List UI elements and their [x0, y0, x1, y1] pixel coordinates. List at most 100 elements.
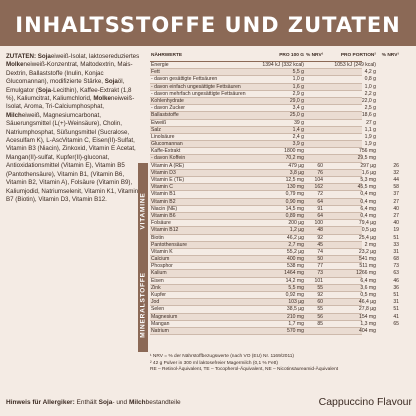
table-cell	[378, 328, 400, 334]
table-cell: 74	[317, 248, 323, 255]
table-cell	[306, 76, 324, 82]
table-row: Phosphor 538 mg 77 511 mg 73	[150, 263, 399, 271]
table-cell: 27 g	[366, 119, 376, 126]
table-cell: 14,5 mg	[285, 205, 304, 212]
table-cell: 1,9 g	[364, 133, 376, 140]
table-cell	[378, 120, 400, 126]
table-cell: 41	[393, 313, 399, 320]
table-cell: Selen	[151, 306, 165, 313]
table-cell: 0,5 mg	[360, 292, 376, 298]
table-cell	[306, 69, 324, 75]
table-cell	[306, 120, 324, 126]
footnotes: ¹ NRV = % der Nährstoffbezugswerte (nach…	[150, 354, 412, 374]
table-cell	[378, 84, 400, 90]
table-cell: Fett	[151, 69, 160, 76]
table-cell: Niacin (NE)	[151, 205, 178, 212]
table-cell: 60	[317, 162, 323, 169]
table-row: - davon gesättigte Fettsäuren 1,0 g 0,8 g	[150, 76, 376, 84]
table-row: Eiweiß 39 g 27 g	[150, 119, 376, 127]
table-cell: - davon Koffein	[151, 155, 186, 162]
table-cell: 19	[393, 227, 399, 234]
table-cell	[306, 105, 324, 111]
table-cell: 51	[393, 306, 399, 313]
table-row: Vitamin B12 1,2 µg 48 0,5 µg 19	[150, 227, 399, 235]
table-cell: NÄHRWERTE	[151, 53, 183, 58]
table-cell: 70,2 mg	[285, 155, 304, 162]
table-cell: 200 µg	[288, 220, 304, 227]
table-cell: 48	[317, 227, 323, 234]
table-cell: Glucomannan	[151, 141, 183, 148]
ingredient-text: neiweiß-Isolat, Aroma, Tri-Calciumphosph…	[6, 95, 135, 111]
table-cell: 85	[317, 320, 323, 327]
allergen-soja: Soja	[98, 399, 113, 406]
nutrition-table: NÄHRWERTE PRO 100 G% NRV¹ PRO PORTION²% NR…	[150, 50, 399, 336]
table-cell: 73	[317, 270, 323, 277]
table-row: Linolsäure 2,4 g 1,9 g	[150, 133, 376, 142]
table-cell: 0,4 mg	[360, 198, 376, 205]
table-cell: 210 mg	[287, 313, 304, 320]
table-cell: 5,3 mg	[360, 177, 376, 183]
minerals-label: MINERALSTOFFE	[139, 272, 147, 338]
table-row: Calcium 400 mg 50 541 mg 68	[150, 256, 399, 264]
table-cell: 29,5 mg	[357, 155, 376, 162]
table-cell: % NRV¹	[306, 53, 324, 58]
minerals-side-label: MINERALSTOFFE	[138, 258, 148, 352]
table-cell: 0,92 mg	[285, 292, 304, 298]
table-cell: 14,2 mg	[285, 277, 304, 284]
table-cell: Kupfer	[151, 292, 167, 298]
table-cell: 104	[314, 177, 324, 183]
table-row: Vitamin K 55,2 µg 74 23,2 µg 31	[150, 248, 399, 257]
table-cell: 1,2 µg	[289, 227, 304, 234]
ingredient-highlight: Milch	[6, 111, 22, 119]
footnote-2: ² 42 g Pulver in 300 ml laktosefreier Ma…	[150, 360, 278, 366]
table-cell: 479 µg	[288, 162, 304, 169]
table-row: Vitamin C 130 mg 162 45,5 mg 58	[150, 184, 399, 192]
table-cell	[378, 148, 400, 154]
table-cell: 46,2 µg	[286, 234, 304, 241]
table-cell: 58	[393, 184, 399, 191]
table-cell: 12,5 mg	[285, 177, 304, 183]
table-cell	[306, 155, 324, 161]
table-cell: Vitamin K	[151, 248, 173, 255]
table-cell: 39 g	[294, 119, 304, 126]
table-cell: PRO 100 G	[279, 53, 304, 58]
table-cell: Biotin	[151, 234, 164, 241]
ingredients-text: ZUTATEN: Sojaeiweiß-Isolat, laktosereduz…	[6, 53, 141, 361]
table-cell	[306, 328, 324, 334]
ingredient-highlight: Soja	[104, 78, 118, 86]
table-cell: Vitamin C	[151, 184, 173, 191]
table-cell: 0,4 mg	[360, 212, 376, 219]
table-cell: 77	[317, 263, 323, 270]
table-cell: 64	[317, 212, 323, 219]
table-cell: Mangan	[151, 320, 170, 327]
table-cell: 2 mg	[364, 241, 376, 248]
table-row: - davon Zucker 3,4 g 2,5 g	[150, 105, 376, 113]
table-cell: 1,0 g	[292, 76, 304, 83]
table-cell: 56	[317, 313, 323, 320]
table-cell: 1,3 mg	[360, 320, 376, 327]
table-cell: 37	[393, 191, 399, 198]
table-cell	[378, 98, 400, 104]
table-cell: Linolsäure	[151, 133, 175, 140]
table-cell	[378, 141, 400, 147]
table-cell: 36	[393, 284, 399, 291]
table-cell: 3,4 g	[292, 105, 304, 112]
table-cell: 79,4 µg	[358, 220, 376, 227]
table-cell: 2,2 g	[364, 90, 376, 97]
table-row: Kohlenhydrate 29,0 g 22,0 g	[150, 97, 376, 106]
table-cell: Vitamin D3	[151, 169, 176, 176]
table-cell: 130 mg	[287, 184, 304, 191]
table-cell	[306, 84, 324, 90]
table-row: Pantothensäure 2,7 mg 45 2 mg 33	[150, 241, 399, 249]
table-cell: 2,7 mg	[288, 241, 304, 248]
table-cell: Zink	[151, 284, 161, 291]
table-cell: 1,4 g	[292, 126, 304, 133]
table-cell: 65	[393, 320, 399, 327]
table-cell: 46,4 µg	[358, 299, 376, 306]
table-cell: 1,9 g	[364, 141, 376, 148]
table-row: Vitamin D3 3,8 µg 76 1,6 µg 32	[150, 169, 399, 177]
ingredient-text: eiweiß, Magnesiumcarbonat, Säuerungsmitt…	[6, 111, 139, 203]
table-cell	[306, 98, 324, 104]
table-cell: 32	[393, 169, 399, 176]
table-cell	[306, 62, 324, 68]
